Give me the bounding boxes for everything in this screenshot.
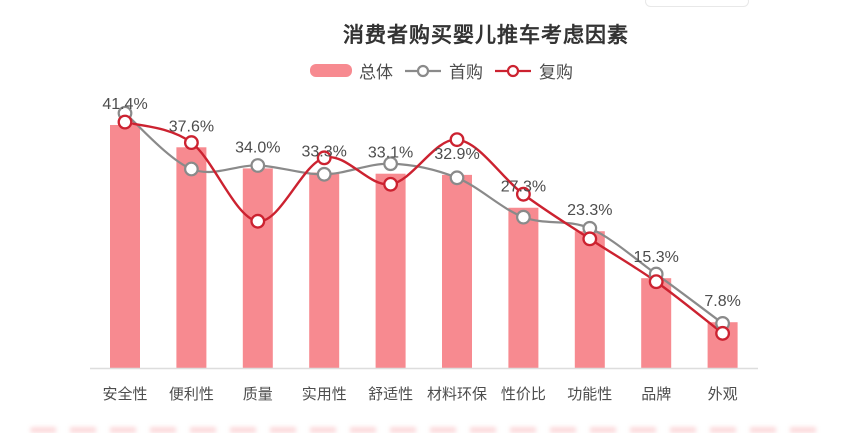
repeat-purchase-marker <box>183 135 199 151</box>
value-label: 33.3% <box>302 144 347 161</box>
first-purchase-marker <box>516 209 531 225</box>
first-purchase-line <box>124 112 724 325</box>
repeat-purchase-marker <box>316 150 332 166</box>
category-label: 外观 <box>708 386 738 403</box>
value-label: 41.4% <box>102 96 147 113</box>
first-purchase-marker <box>316 166 332 182</box>
first-purchase-marker <box>250 158 266 173</box>
bar-swatch-icon <box>310 64 352 77</box>
value-label: 7.8% <box>704 293 740 310</box>
category-label: 实用性 <box>302 386 347 403</box>
bar <box>309 172 340 368</box>
legend-label-total: 总体 <box>359 63 393 82</box>
gray-line-marker-icon <box>405 64 441 77</box>
value-label: 15.3% <box>634 249 679 266</box>
category-label: 功能性 <box>567 386 612 403</box>
category-label: 安全性 <box>102 385 147 403</box>
value-label: 23.3% <box>567 202 612 219</box>
repeat-purchase-marker <box>383 176 399 192</box>
bar <box>442 174 472 368</box>
bar <box>508 207 539 368</box>
legend-label-repeat-purchase: 复购 <box>539 63 573 82</box>
value-label: 34.0% <box>235 139 280 156</box>
category-label: 性价比 <box>501 386 546 403</box>
repeat-purchase-marker <box>648 274 664 290</box>
legend-label-first-purchase: 首购 <box>449 63 483 82</box>
first-purchase-marker <box>449 170 465 186</box>
bar <box>641 278 672 368</box>
repeat-purchase-marker <box>715 325 731 341</box>
value-label: 32.9% <box>434 146 479 163</box>
red-line-marker-icon <box>495 64 531 77</box>
value-label: 27.3% <box>501 179 546 196</box>
category-label: 质量 <box>243 386 273 403</box>
first-purchase-marker <box>183 161 199 177</box>
legend: 总体 首购 复购 <box>310 58 573 83</box>
legend-item-repeat-purchase: 复购 <box>494 58 573 83</box>
bar <box>574 231 605 368</box>
first-purchase-marker <box>383 156 399 172</box>
bar <box>375 173 406 368</box>
cropped-element-top-edge <box>645 0 749 7</box>
category-label: 品牌 <box>641 386 671 403</box>
bar <box>176 147 207 368</box>
repeat-purchase-marker <box>117 114 133 130</box>
chart-title: 消费者购买婴儿推车考虑因素 <box>343 24 629 47</box>
repeat-purchase-marker <box>515 186 531 202</box>
repeat-purchase-marker <box>449 132 465 148</box>
bar <box>242 168 273 368</box>
legend-item-total: 总体 <box>310 58 393 83</box>
repeat-purchase-marker <box>582 231 598 247</box>
bar <box>110 124 140 369</box>
category-label: 材料环保 <box>427 386 487 403</box>
legend-item-first-purchase: 首购 <box>404 58 483 83</box>
repeat-purchase-marker <box>250 213 266 229</box>
category-label: 舒适性 <box>368 386 413 403</box>
repeat-purchase-line <box>124 120 724 335</box>
value-label: 37.6% <box>169 118 214 135</box>
category-label: 便利性 <box>169 386 214 403</box>
value-label: 33.1% <box>368 145 413 162</box>
cropped-content-bottom-strip <box>30 427 830 433</box>
